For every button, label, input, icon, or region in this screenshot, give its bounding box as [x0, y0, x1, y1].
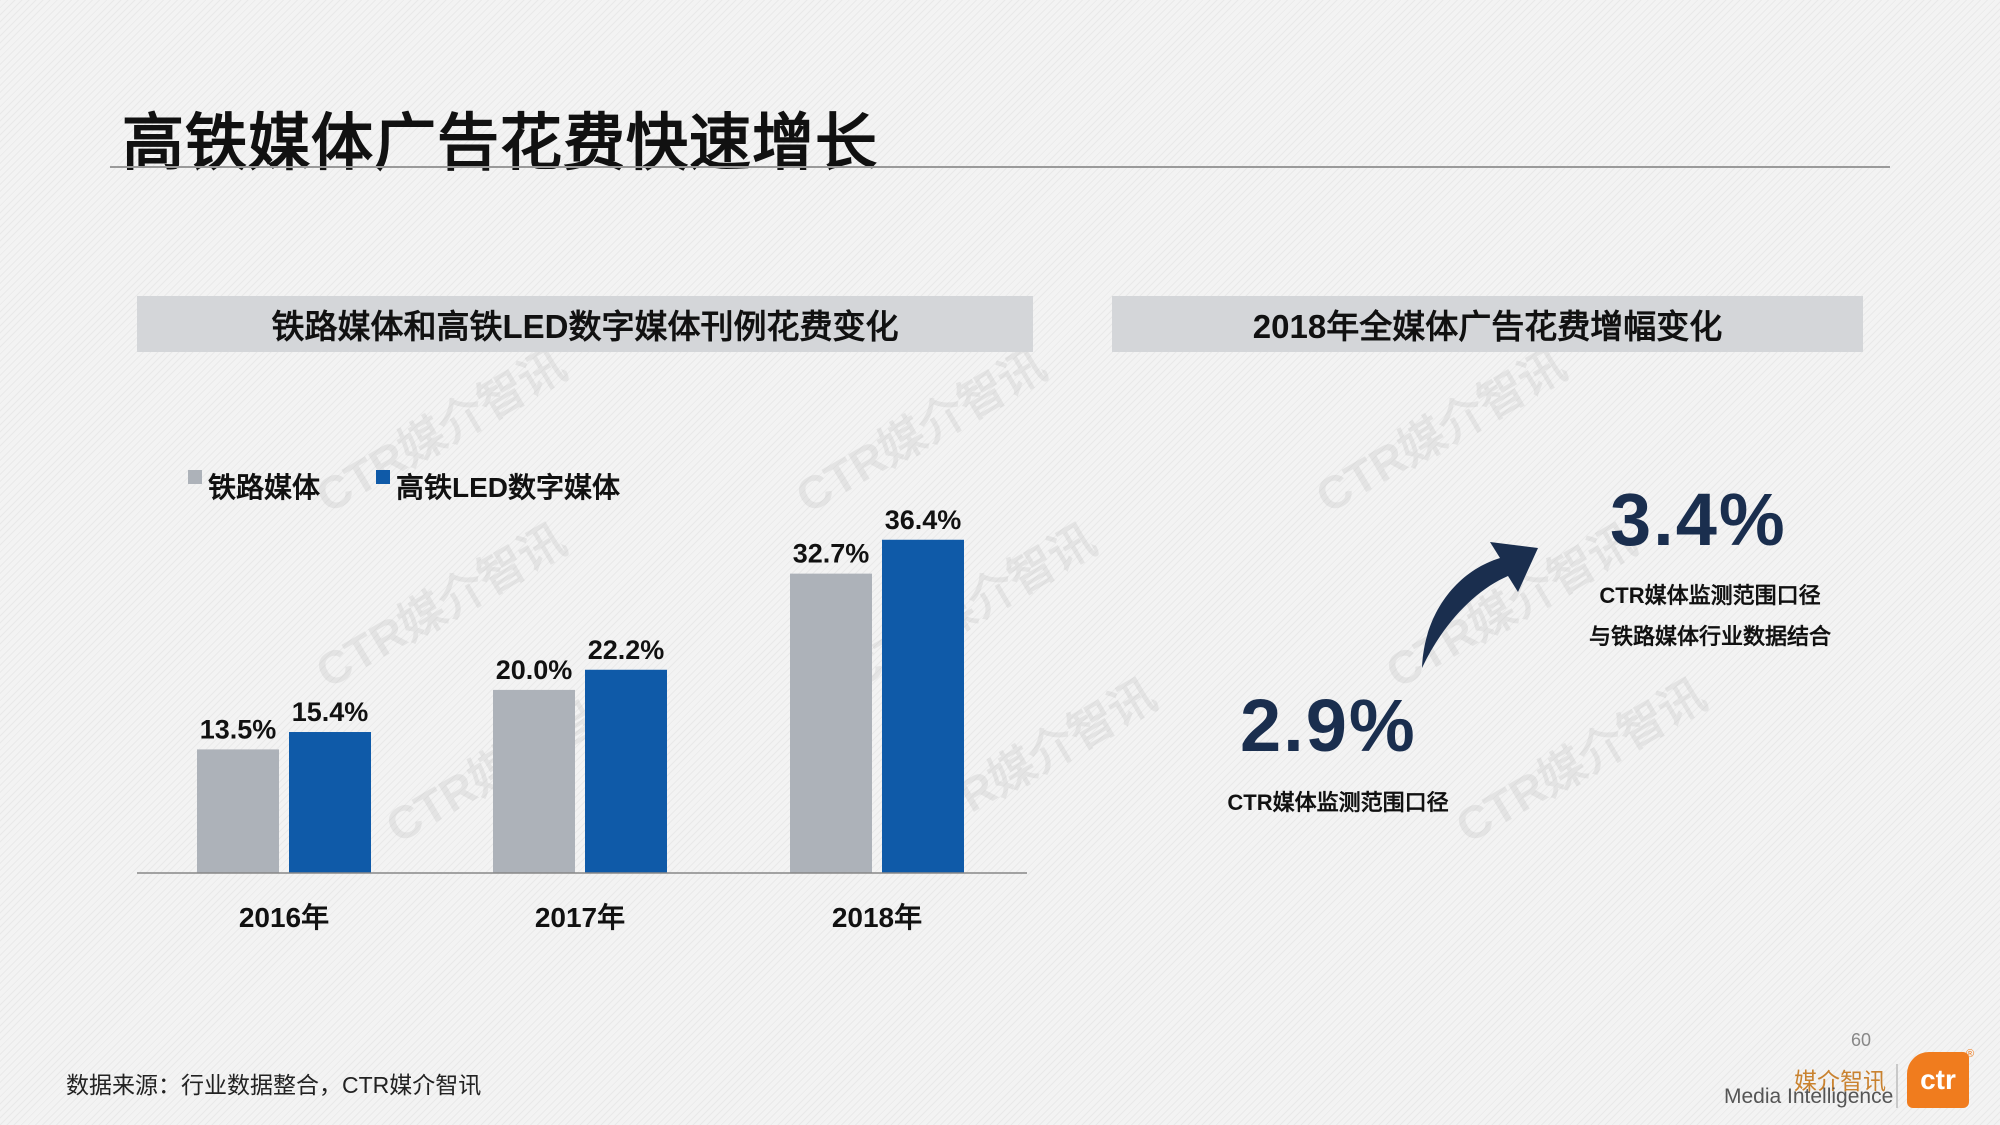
chart-legend: 铁路媒体 高铁LED数字媒体 — [188, 466, 620, 506]
legend-item-hsr-led: 高铁LED数字媒体 — [376, 466, 620, 506]
left-panel-header: 铁路媒体和高铁LED数字媒体刊例花费变化 — [137, 296, 1033, 352]
growth-caption-high-line1: CTR媒体监测范围口径 — [1599, 583, 1821, 608]
growth-caption-high: CTR媒体监测范围口径 与铁路媒体行业数据结合 — [1560, 575, 1860, 657]
registered-mark: ® — [1966, 1048, 1975, 1060]
bar-hsr-led — [289, 732, 371, 873]
watermark: CTR媒介智讯 — [1447, 668, 1715, 853]
data-label: 36.4% — [885, 505, 962, 535]
brand-divider — [1896, 1064, 1898, 1108]
data-label: 22.2% — [588, 635, 665, 665]
bar-hsr-led — [882, 539, 964, 873]
brand-name-cn: 媒介智讯 — [1794, 1068, 1886, 1094]
page-number: 60 — [1851, 1030, 1872, 1050]
ctr-logo: ctr — [1907, 1052, 1969, 1108]
legend-swatch-hsr-led — [376, 470, 391, 484]
title-divider — [110, 166, 1890, 168]
growth-value-high: 3.4% — [1610, 478, 1787, 561]
x-tick-label: 2017年 — [535, 901, 625, 933]
data-label: 13.5% — [200, 714, 277, 744]
right-panel-title: 2018年全媒体广告花费增幅变化 — [1252, 308, 1723, 345]
data-label: 32.7% — [793, 539, 870, 569]
data-label: 20.0% — [496, 655, 573, 685]
growth-caption-low: CTR媒体监测范围口径 — [1227, 790, 1449, 815]
x-tick-label: 2018年 — [832, 901, 922, 933]
growth-value-low: 2.9% — [1240, 684, 1417, 767]
legend-swatch-rail — [188, 470, 202, 484]
x-tick-label: 2016年 — [239, 901, 329, 933]
legend-label-hsr-led: 高铁LED数字媒体 — [396, 472, 621, 503]
legend-item-rail: 铁路媒体 — [188, 466, 320, 506]
data-source-note: 数据来源：行业数据整合，CTR媒介智讯 — [66, 1072, 482, 1098]
legend-label-rail: 铁路媒体 — [208, 472, 321, 503]
data-label: 15.4% — [292, 697, 369, 727]
growth-caption-high-line2: 与铁路媒体行业数据结合 — [1588, 624, 1831, 649]
brand-name-en: Media Intelligence — [1724, 1085, 1894, 1108]
growth-arrow-icon — [1422, 542, 1538, 668]
watermark: CTR媒介智讯 — [1307, 338, 1575, 523]
bar-rail — [493, 689, 575, 873]
right-panel-header: 2018年全媒体广告花费增幅变化 — [1112, 296, 1863, 352]
bar-rail — [197, 749, 279, 873]
bar-rail — [790, 573, 872, 873]
left-panel-title: 铁路媒体和高铁LED数字媒体刊例花费变化 — [271, 308, 899, 345]
bar-chart: 13.5% 15.4% 2016年 20.0% 22.2% 2017年 32.7% 36.4%… — [137, 505, 1027, 933]
bar-hsr-led — [585, 669, 667, 873]
